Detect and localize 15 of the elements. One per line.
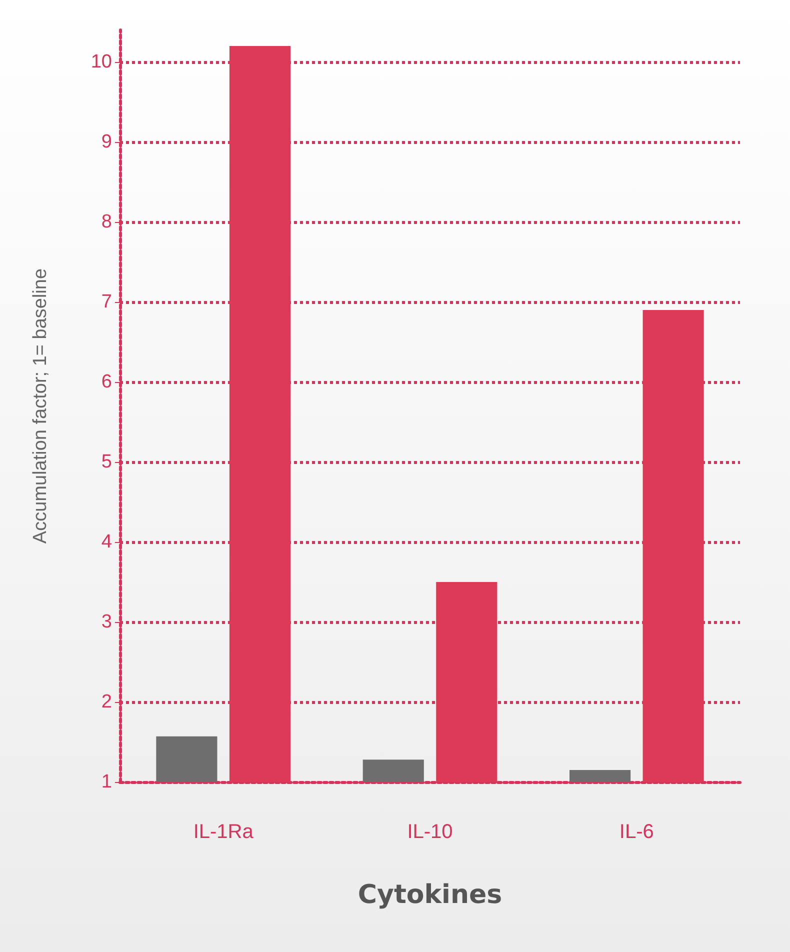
y-tick-label: 2 [101, 692, 112, 712]
x-tick-label: IL-10 [407, 821, 453, 843]
y-tick-label: 6 [101, 372, 112, 392]
y-tick-label: 10 [90, 52, 112, 72]
y-tick-label: 8 [101, 212, 112, 232]
y-tick-label: 3 [101, 612, 112, 632]
y-tick-label: 9 [101, 132, 112, 152]
y-tick-label: 5 [101, 452, 112, 472]
x-tick-label: IL-6 [619, 821, 654, 843]
y-tick-label: 7 [101, 292, 112, 312]
x-tick-label: IL-1Ra [193, 821, 254, 843]
y-axis-title: Accumulation factor; 1= baseline [30, 268, 51, 544]
y-tick-label: 1 [101, 772, 112, 792]
y-tick-label: 4 [101, 532, 112, 552]
x-axis-title: Cytokines [358, 880, 502, 910]
